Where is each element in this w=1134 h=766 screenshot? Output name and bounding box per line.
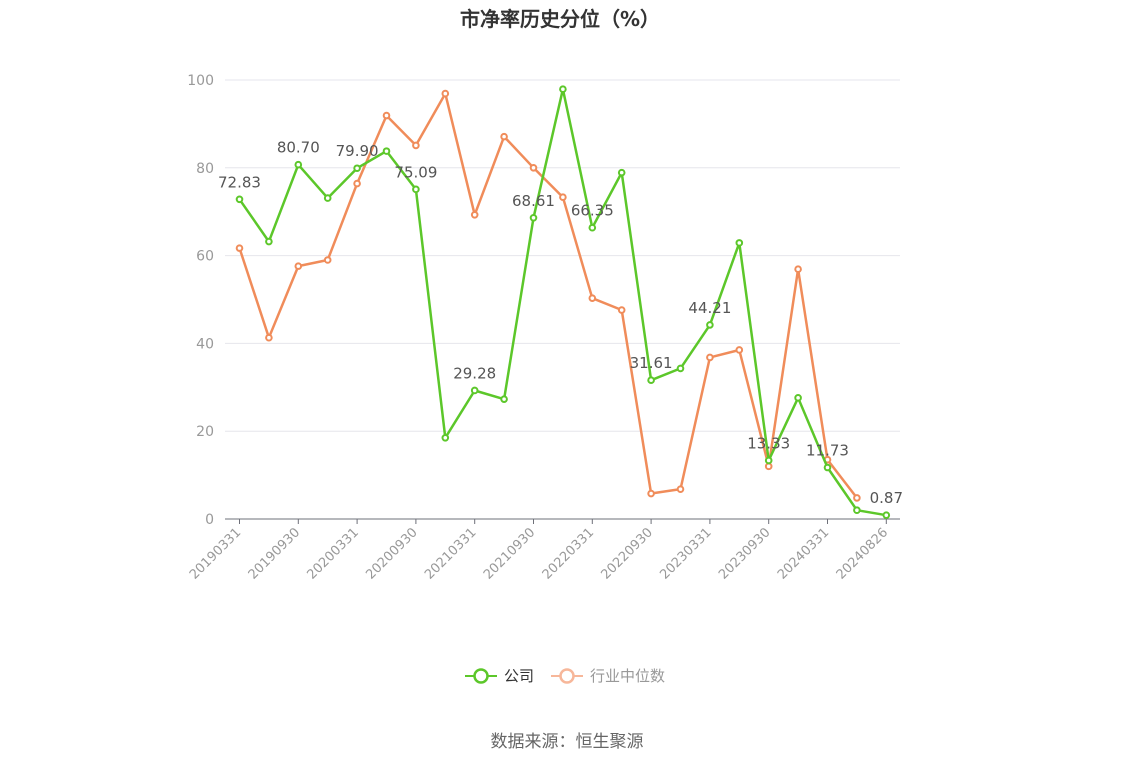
x-tick-label: 20190331: [187, 525, 244, 582]
data-label: 31.61: [630, 354, 673, 372]
company-point: [676, 364, 685, 373]
data-label: 29.28: [453, 364, 496, 382]
legend-company-label: 公司: [504, 667, 534, 685]
legend-company-marker: [473, 668, 489, 684]
industry-point: [559, 193, 567, 202]
company-point: [882, 511, 891, 519]
y-tick-label: 20: [196, 424, 214, 440]
industry-point: [794, 265, 802, 274]
industry-point: [235, 244, 244, 252]
industry-point: [676, 485, 685, 493]
industry-point: [382, 111, 391, 120]
series-company: [235, 85, 891, 519]
series-industry: [235, 89, 861, 502]
data-label: 79.90: [336, 142, 379, 160]
x-tick-label: 20190930: [246, 525, 303, 582]
industry-point: [706, 353, 714, 362]
company-point: [235, 195, 244, 204]
data-label: 44.21: [688, 299, 731, 317]
legend-industry-marker: [559, 668, 575, 684]
x-tick-label: 20220331: [540, 525, 597, 582]
industry-point: [294, 262, 303, 270]
data-label: 68.61: [512, 192, 555, 210]
company-point: [764, 456, 773, 465]
industry-point: [265, 333, 273, 342]
industry-point: [617, 306, 626, 314]
company-point: [588, 223, 597, 232]
data-label: 72.83: [218, 173, 261, 191]
y-axis-ticks: 0 20 40 60 80 100: [187, 73, 214, 528]
data-label: 80.70: [277, 139, 320, 157]
company-point: [529, 214, 538, 222]
x-axis: 20190331 20190930 20200331 20200930 20210331…: [187, 518, 900, 583]
data-label: 75.09: [394, 163, 437, 181]
company-point: [735, 239, 744, 247]
industry-point: [764, 462, 773, 471]
company-point: [500, 395, 508, 403]
data-label: 66.35: [571, 202, 614, 220]
company-point: [823, 463, 832, 472]
company-point: [441, 433, 450, 442]
industry-point: [353, 179, 361, 188]
y-tick-label: 0: [205, 512, 214, 528]
industry-point: [588, 294, 597, 302]
company-point: [559, 85, 567, 94]
data-source: 数据来源：恒生聚源: [491, 732, 644, 752]
company-point: [353, 164, 361, 173]
company-point: [382, 147, 391, 155]
company-point: [470, 386, 479, 395]
legend: 公司 行业中位数: [465, 667, 665, 685]
y-tick-label: 40: [196, 336, 214, 352]
x-tick-label: 20240826: [834, 525, 891, 582]
company-point: [706, 321, 714, 329]
y-tick-label: 80: [196, 161, 214, 177]
legend-industry-label: 行业中位数: [590, 667, 665, 685]
company-point: [647, 376, 655, 385]
legend-item-company[interactable]: 公司: [465, 667, 534, 685]
industry-point: [323, 256, 332, 264]
industry-point: [529, 164, 538, 172]
industry-point: [853, 494, 861, 502]
company-point: [323, 194, 332, 202]
company-point: [794, 394, 802, 402]
company-point: [294, 160, 303, 169]
x-tick-label: 20240331: [775, 525, 832, 582]
company-point: [412, 185, 420, 194]
x-tick-label: 20200930: [363, 525, 420, 582]
data-label: 0.87: [870, 489, 903, 507]
industry-point: [441, 89, 450, 98]
chart-title: 市净率历史分位（%）: [460, 7, 660, 31]
x-tick-label: 20220930: [599, 525, 656, 582]
data-label: 13.33: [747, 434, 790, 452]
y-tick-label: 60: [196, 249, 214, 265]
industry-point: [647, 489, 655, 498]
grid-lines: [225, 79, 900, 432]
industry-point: [735, 346, 744, 354]
industry-point: [412, 141, 420, 150]
industry-line: [238, 92, 858, 499]
x-tick-label: 20230930: [716, 525, 773, 582]
company-point: [853, 506, 861, 515]
x-tick-label: 20230331: [657, 525, 714, 582]
x-tick-label: 20200331: [305, 525, 362, 582]
y-tick-label: 100: [187, 73, 214, 89]
x-tick-label: 20210331: [422, 525, 479, 582]
data-label: 11.73: [806, 442, 849, 460]
x-tick-label: 20210930: [481, 525, 538, 582]
industry-point: [500, 132, 508, 141]
legend-item-industry[interactable]: 行业中位数: [551, 667, 665, 685]
data-labels: 72.83 80.70 79.90 75.09 29.28 68.61 66.35 31.61…: [218, 139, 903, 507]
company-point: [265, 237, 273, 246]
industry-point: [470, 210, 479, 219]
company-point: [617, 168, 626, 177]
